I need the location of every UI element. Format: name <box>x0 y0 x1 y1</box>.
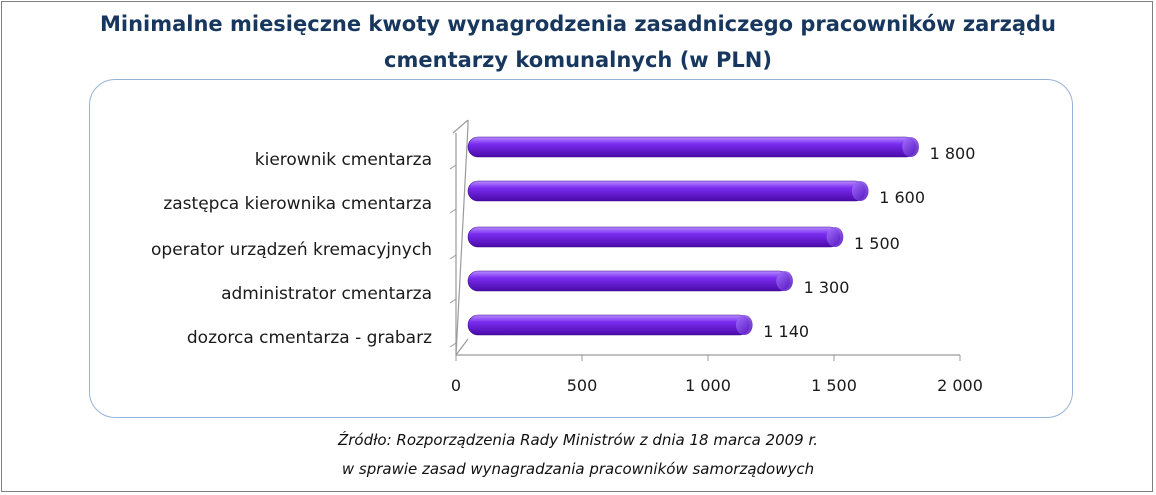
value-label: 1 300 <box>804 278 850 297</box>
category-label: dozorca cmentarza - grabarz <box>187 328 432 348</box>
floor-edge <box>455 338 469 356</box>
axis-wall-top <box>452 119 469 134</box>
plot-area-box <box>89 79 1073 418</box>
bar <box>467 270 790 292</box>
bar-end-cap <box>735 315 753 335</box>
category-label: kierownik cmentarza <box>255 150 432 170</box>
axes-layer <box>449 119 961 361</box>
category-label: zastępca kierownika cmentarza <box>163 194 432 214</box>
x-tick-label: 1 500 <box>811 376 857 395</box>
labels-layer: 0 500 1 000 1 500 2 000 kierownik cmentarza 1 … <box>151 144 983 395</box>
source-line-1: Źródło: Rozporządzenia Rady Ministrów z … <box>337 431 819 449</box>
bar <box>467 314 750 336</box>
value-label: 1 600 <box>879 188 925 207</box>
axis-wall-edge <box>455 120 469 356</box>
bar-end-cap <box>776 271 793 291</box>
value-label: 1 500 <box>854 234 900 253</box>
bar-end-cap <box>902 137 919 157</box>
chart-title-line-1: Minimalne miesięczne kwoty wynagrodzenia… <box>99 12 1056 36</box>
y-tick-mark <box>449 254 457 260</box>
source-note: Źródło: Rozporządzenia Rady Ministrów z … <box>0 426 1156 484</box>
chart-title-line-2: cmentarzy komunalnych (w PLN) <box>384 48 772 72</box>
source-line-2: w sprawie zasad wynagradzania pracownikó… <box>341 460 815 478</box>
x-tick-label: 500 <box>567 376 598 395</box>
category-label: administrator cmentarza <box>221 284 432 304</box>
value-label: 1 140 <box>763 322 809 341</box>
bar <box>467 226 841 248</box>
x-tick-label: 2 000 <box>937 376 983 395</box>
y-tick-mark <box>449 342 457 348</box>
bar-end-cap <box>851 181 869 201</box>
y-tick-mark <box>449 164 457 170</box>
chart-title: Minimalne miesięczne kwoty wynagrodzenia… <box>0 6 1156 78</box>
value-label: 1 800 <box>930 144 976 163</box>
bars-layer <box>467 136 919 336</box>
category-label: operator urządzeń kremacyjnych <box>151 240 432 260</box>
bar <box>467 180 866 202</box>
y-tick-mark <box>449 208 457 214</box>
y-tick-mark <box>449 298 457 304</box>
x-tick-label: 0 <box>451 376 461 395</box>
bar <box>467 136 916 158</box>
bar-end-cap <box>826 227 844 247</box>
x-tick-label: 1 000 <box>685 376 731 395</box>
